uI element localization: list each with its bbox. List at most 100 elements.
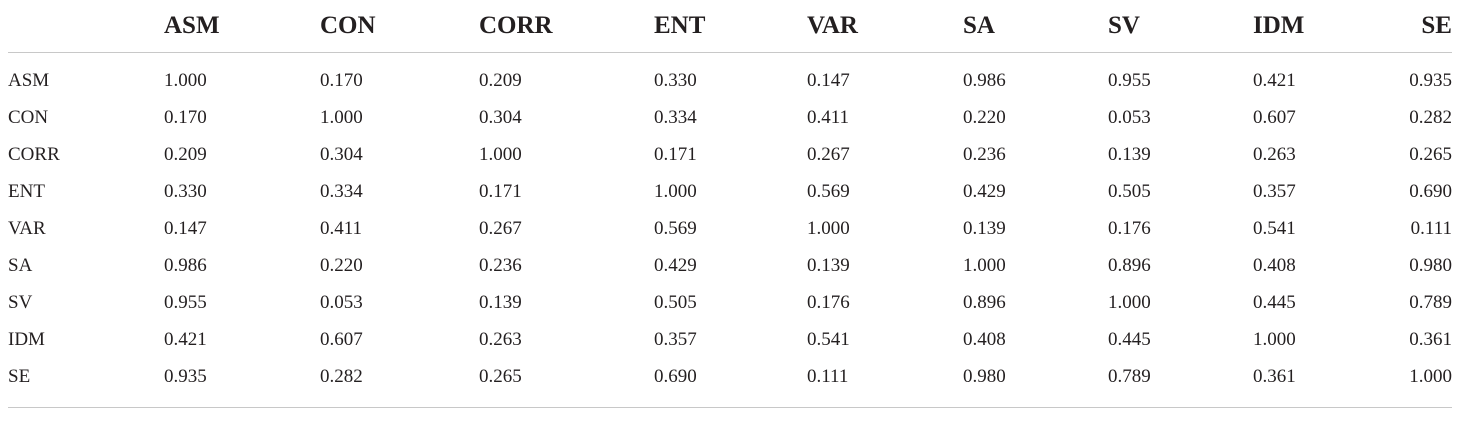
table-cell: 0.111 xyxy=(807,358,963,409)
column-header-sa: SA xyxy=(963,0,1108,53)
table-cell: 0.267 xyxy=(807,144,850,166)
table-cell: 0.139 xyxy=(479,291,522,313)
correlation-table: ASM CON CORR ENT VAR SA SV IDM SE ASM 1.0… xyxy=(8,0,1452,409)
table-cell: 0.607 xyxy=(320,328,363,350)
header-row: ASM CON CORR ENT VAR SA SV IDM SE xyxy=(8,0,1452,53)
table-cell: 0.541 xyxy=(1253,218,1296,239)
table-cell: 0.411 xyxy=(320,218,363,239)
table-cell: 0.171 xyxy=(479,181,522,203)
table-cell: 1.000 xyxy=(1253,328,1296,350)
table-cell: 0.053 xyxy=(1108,107,1151,129)
table-cell: 0.176 xyxy=(1108,218,1151,239)
table-row: CORR 0.209 0.304 1.000 0.171 0.267 0.236 0.139 0… xyxy=(8,137,1452,174)
row-label: SE xyxy=(8,358,164,409)
table-cell: 0.986 xyxy=(963,70,1006,92)
table-cell: 0.111 xyxy=(1410,218,1452,239)
row-label: VAR xyxy=(8,218,46,239)
table-row: SV 0.955 0.053 0.139 0.505 0.176 0.896 1.000 0.4… xyxy=(8,284,1452,321)
table-cell: 0.236 xyxy=(479,254,522,276)
table-row: ENT 0.330 0.334 0.171 1.000 0.569 0.429 0.505 0.… xyxy=(8,174,1452,211)
table-row: SE 0.935 0.282 0.265 0.690 0.111 0.980 0.789 0.3… xyxy=(8,358,1452,409)
table-cell: 0.220 xyxy=(320,254,363,276)
table-cell: 0.980 xyxy=(963,358,1108,409)
row-label: CON xyxy=(8,107,49,129)
table-cell: 0.220 xyxy=(963,107,1006,129)
table-cell: 0.690 xyxy=(1409,181,1452,203)
table-cell: 0.607 xyxy=(1253,107,1296,129)
table-cell: 0.139 xyxy=(807,254,850,276)
table-cell: 0.334 xyxy=(654,107,697,129)
table-cell: 0.421 xyxy=(164,328,207,350)
column-header-asm: ASM xyxy=(164,0,320,53)
column-header-var: VAR xyxy=(807,0,963,53)
correlation-table-container: ASM CON CORR ENT VAR SA SV IDM SE ASM 1.0… xyxy=(8,0,1452,421)
table-cell: 0.408 xyxy=(963,328,1006,350)
table-cell: 0.304 xyxy=(320,144,363,166)
table-cell: 0.955 xyxy=(164,291,207,313)
column-header-sv: SV xyxy=(1108,0,1253,53)
table-row: ASM 1.000 0.170 0.209 0.330 0.147 0.986 0.955 0.… xyxy=(8,53,1452,100)
table-cell: 0.935 xyxy=(1409,70,1452,92)
table-cell: 0.445 xyxy=(1108,328,1151,350)
row-label: IDM xyxy=(8,328,45,350)
table-cell: 0.265 xyxy=(1409,144,1452,166)
table-cell: 0.139 xyxy=(963,218,1006,239)
table-cell: 0.265 xyxy=(479,358,654,409)
table-cell: 0.429 xyxy=(963,181,1006,203)
table-cell: 0.569 xyxy=(807,181,850,203)
table-cell: 0.330 xyxy=(654,70,697,92)
table-cell: 0.357 xyxy=(1253,181,1296,203)
table-cell: 0.361 xyxy=(1409,328,1452,350)
table-cell: 0.334 xyxy=(320,181,363,203)
table-cell: 1.000 xyxy=(963,254,1006,276)
table-row: VAR 0.147 0.411 0.267 0.569 1.000 0.139 0.176 0.… xyxy=(8,211,1452,248)
table-cell: 0.147 xyxy=(164,218,207,239)
table-cell: 0.170 xyxy=(164,107,207,129)
table-header: ASM CON CORR ENT VAR SA SV IDM SE xyxy=(8,0,1452,53)
table-cell: 0.263 xyxy=(479,328,522,350)
table-cell: 1.000 xyxy=(654,181,697,203)
table-cell: 0.176 xyxy=(807,291,850,313)
table-cell: 0.408 xyxy=(1253,254,1296,276)
table-cell: 0.209 xyxy=(479,70,522,92)
row-label: ENT xyxy=(8,181,45,203)
table-cell: 0.330 xyxy=(164,181,207,203)
table-cell: 0.147 xyxy=(807,70,850,92)
table-cell: 0.896 xyxy=(963,291,1006,313)
table-cell: 0.569 xyxy=(654,218,697,239)
table-cell: 0.263 xyxy=(1253,144,1296,166)
table-cell: 0.139 xyxy=(1108,144,1151,166)
table-cell: 0.170 xyxy=(320,70,363,92)
table-cell: 0.361 xyxy=(1253,358,1407,409)
table-row: IDM 0.421 0.607 0.263 0.357 0.541 0.408 0.445 1.… xyxy=(8,321,1452,358)
table-cell: 0.505 xyxy=(654,291,697,313)
table-cell: 0.421 xyxy=(1253,70,1296,92)
table-cell: 1.000 xyxy=(1108,291,1151,313)
table-cell: 0.429 xyxy=(654,254,697,276)
column-header-ent: ENT xyxy=(654,0,807,53)
table-cell: 0.955 xyxy=(1108,70,1151,92)
table-cell: 1.000 xyxy=(320,107,363,129)
column-header-con: CON xyxy=(320,0,479,53)
table-cell: 1.000 xyxy=(1407,358,1452,409)
column-header-corr: CORR xyxy=(479,0,654,53)
column-header-se: SE xyxy=(1407,0,1452,53)
table-cell: 1.000 xyxy=(164,70,207,92)
table-cell: 0.789 xyxy=(1108,358,1253,409)
table-cell: 0.282 xyxy=(1409,107,1452,129)
row-label: SA xyxy=(8,254,33,276)
table-cell: 0.357 xyxy=(654,328,697,350)
table-cell: 0.935 xyxy=(164,358,320,409)
table-row: SA 0.986 0.220 0.236 0.429 0.139 1.000 0.896 0.4… xyxy=(8,247,1452,284)
table-cell: 0.282 xyxy=(320,358,479,409)
table-cell: 0.445 xyxy=(1253,291,1296,313)
table-cell: 0.053 xyxy=(320,291,363,313)
table-cell: 0.209 xyxy=(164,144,207,166)
table-cell: 0.505 xyxy=(1108,181,1151,203)
table-cell: 0.411 xyxy=(807,107,850,129)
row-label: SV xyxy=(8,291,33,313)
table-cell: 0.304 xyxy=(479,107,522,129)
row-label: ASM xyxy=(8,70,50,92)
row-label: CORR xyxy=(8,144,60,166)
table-cell: 0.236 xyxy=(963,144,1006,166)
